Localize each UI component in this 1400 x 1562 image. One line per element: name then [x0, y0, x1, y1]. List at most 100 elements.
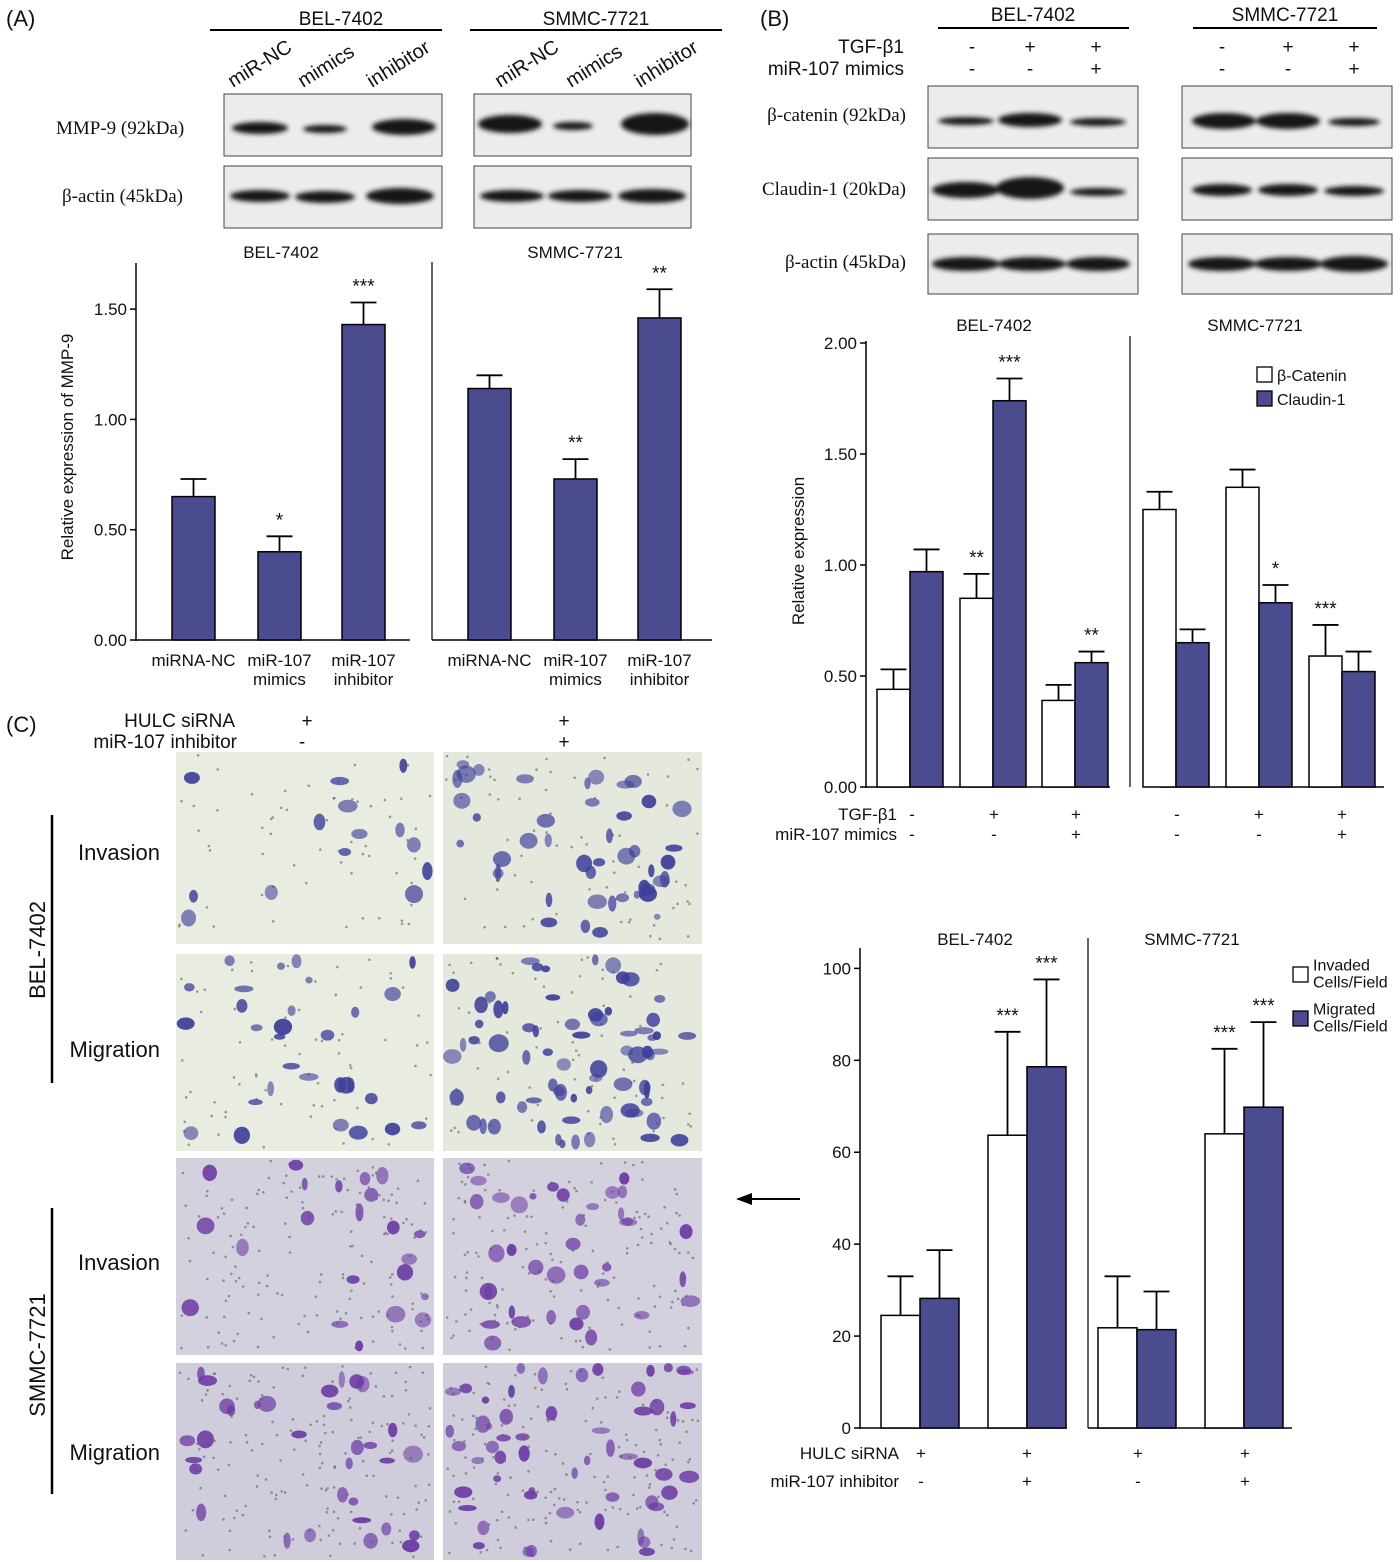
pore-dot	[687, 1326, 690, 1330]
stained-cell	[494, 863, 502, 882]
bar	[257, 551, 302, 641]
pore-dot	[561, 1462, 565, 1465]
pore-dot	[235, 1509, 239, 1512]
pore-dot	[496, 957, 499, 961]
pore-dot	[359, 1316, 363, 1320]
stained-cell	[444, 1387, 462, 1396]
pore-dot	[635, 1507, 639, 1510]
pore-dot	[407, 922, 411, 926]
pore-dot	[549, 1539, 553, 1543]
stained-cell	[248, 1099, 263, 1106]
pore-dot	[325, 1510, 329, 1514]
stained-cell	[655, 1468, 673, 1481]
pore-dot	[227, 1463, 231, 1467]
pore-dot	[265, 1284, 269, 1288]
pore-dot	[466, 1175, 470, 1179]
stained-cell	[638, 1536, 651, 1548]
pore-dot	[540, 1388, 544, 1391]
significance-stars: ***	[1213, 1023, 1236, 1044]
pore-dot	[361, 1459, 365, 1463]
stained-cell	[680, 1295, 701, 1307]
pore-dot	[666, 1513, 669, 1517]
pore-dot	[224, 1344, 228, 1347]
pore-dot	[602, 1480, 606, 1484]
pore-dot	[629, 995, 632, 998]
pore-dot	[348, 1064, 352, 1067]
pore-dot	[427, 1424, 431, 1428]
pore-dot	[391, 1295, 394, 1298]
pore-dot	[579, 1542, 582, 1546]
pore-dot	[579, 1289, 583, 1292]
legend-swatch	[1292, 1010, 1309, 1027]
pore-dot	[544, 1496, 547, 1500]
pore-dot	[532, 829, 536, 833]
pore-dot	[312, 1104, 316, 1107]
stained-cell	[473, 763, 485, 776]
pore-dot	[586, 1109, 590, 1113]
stained-cell	[181, 1299, 199, 1317]
pore-dot	[521, 1425, 525, 1429]
condition-sign: +	[1240, 1472, 1250, 1491]
stained-cell	[183, 1126, 199, 1141]
pore-dot	[204, 1393, 208, 1396]
pore-dot	[617, 1306, 620, 1310]
pore-dot	[625, 1246, 629, 1250]
pore-dot	[588, 887, 591, 891]
pore-dot	[535, 1046, 538, 1049]
pore-dot	[180, 1346, 183, 1350]
pore-dot	[404, 1347, 407, 1350]
pore-dot	[407, 1413, 411, 1416]
pore-dot	[450, 1336, 453, 1340]
stained-cell	[183, 771, 200, 784]
stained-cell	[337, 1487, 348, 1503]
pore-dot	[389, 1276, 392, 1279]
pore-dot	[286, 964, 290, 968]
pore-dot	[549, 812, 552, 815]
pore-dot	[683, 1344, 687, 1348]
pore-dot	[457, 1196, 461, 1200]
pore-dot	[223, 1494, 227, 1498]
pore-dot	[184, 1096, 188, 1099]
pore-dot	[350, 797, 354, 801]
group-title: BEL-7402	[243, 243, 319, 262]
pore-dot	[309, 1115, 313, 1118]
pore-dot	[391, 1439, 394, 1442]
pore-dot	[188, 1259, 192, 1263]
pore-dot	[181, 1171, 185, 1175]
pore-dot	[402, 1512, 406, 1516]
pore-dot	[497, 797, 500, 801]
pore-dot	[262, 1145, 266, 1149]
stained-cell	[359, 1171, 371, 1186]
stained-cell	[515, 1433, 530, 1441]
pore-dot	[349, 1245, 352, 1248]
stained-cell	[633, 890, 641, 899]
bar	[1142, 508, 1177, 788]
pore-dot	[270, 1038, 274, 1041]
pore-dot	[544, 1521, 548, 1525]
pore-dot	[684, 1547, 687, 1551]
stained-cell	[542, 1048, 554, 1056]
pore-dot	[627, 920, 631, 924]
pore-dot	[280, 1490, 284, 1493]
pore-dot	[604, 1488, 607, 1492]
pore-dot	[234, 1279, 238, 1283]
stained-cell	[495, 1091, 506, 1104]
pore-dot	[252, 1375, 256, 1379]
stained-cell	[330, 776, 350, 786]
stained-cell	[641, 794, 657, 809]
pore-dot	[452, 1438, 456, 1442]
pore-dot	[618, 1507, 622, 1511]
cell-line-label: BEL-7402	[25, 901, 50, 999]
pore-dot	[254, 1073, 258, 1076]
pore-dot	[244, 1225, 247, 1229]
stained-cell	[388, 1422, 398, 1438]
pore-dot	[520, 854, 523, 858]
pore-dot	[390, 1449, 394, 1452]
pore-dot	[606, 1298, 610, 1302]
stained-cell	[384, 986, 401, 1002]
pore-dot	[206, 1345, 210, 1349]
pore-dot	[549, 1289, 552, 1293]
pore-dot	[264, 1478, 268, 1481]
blot-band	[553, 122, 593, 130]
stained-cell	[496, 1434, 511, 1442]
